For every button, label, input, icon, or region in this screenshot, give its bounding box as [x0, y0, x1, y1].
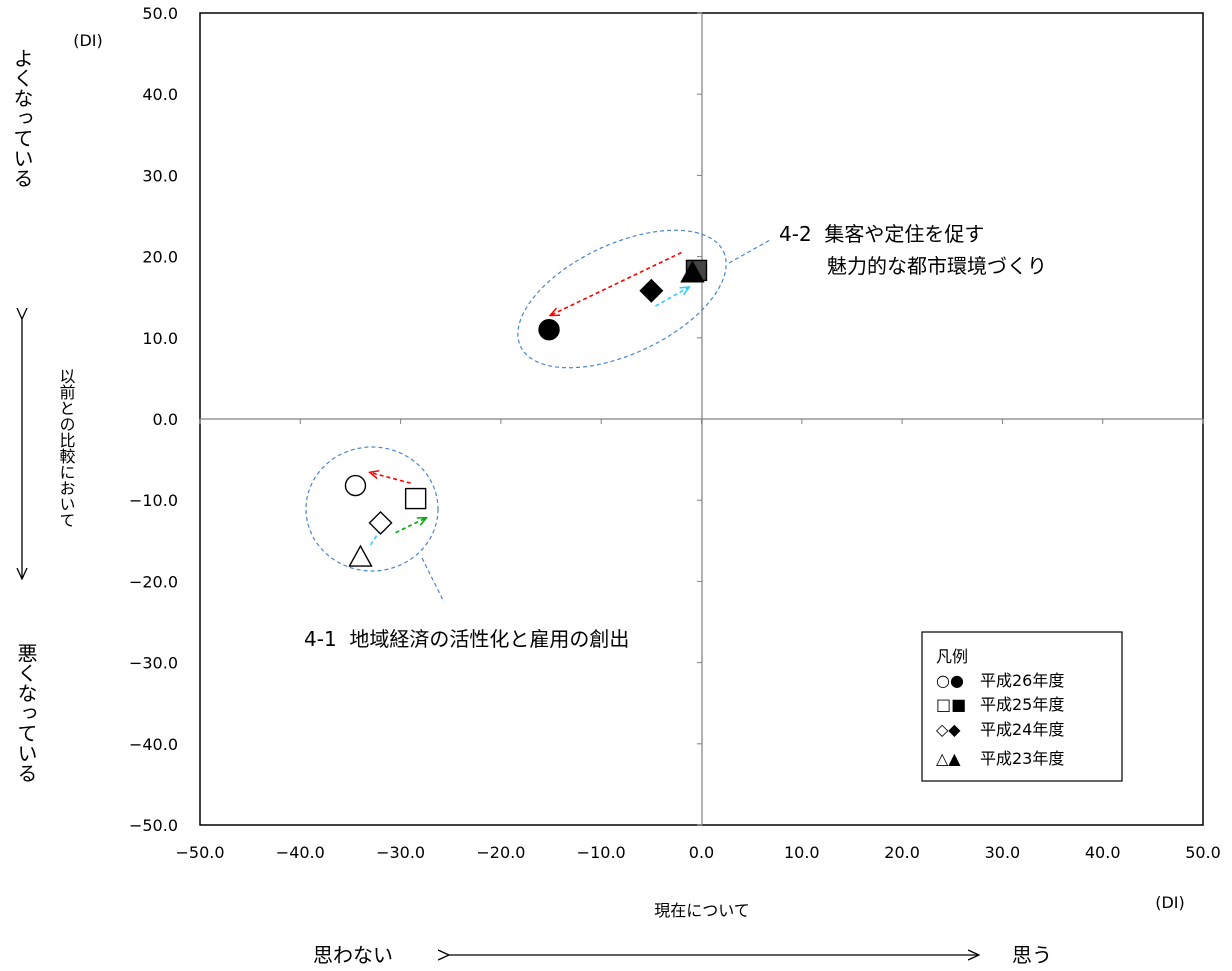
point-triangle: [680, 260, 705, 283]
legend-title: 凡例: [936, 647, 968, 666]
group-4-2-ellipse: [517, 229, 727, 369]
x-tick-label: 10.0: [784, 843, 820, 862]
group-4-1-ellipse: [305, 446, 439, 572]
y-tick-label: −10.0: [129, 491, 178, 510]
data-points: [344, 259, 708, 567]
point-circle: [538, 318, 560, 341]
y-tick-label: 50.0: [142, 4, 178, 23]
group-4-1-leader: [421, 557, 445, 603]
x-left-label: 思わない: [313, 943, 393, 967]
point-diamond: [639, 278, 664, 303]
x-tick-label: −10.0: [577, 843, 626, 862]
group-4-2-label-line2: 魅力的な都市環境づくり: [827, 254, 1047, 278]
x-tick-label: −20.0: [476, 843, 525, 862]
y-tick-label: 20.0: [142, 248, 178, 267]
y-mid-label: 以前との比較において: [57, 368, 76, 528]
legend-label-1: 平成25年度: [980, 695, 1064, 714]
legend-box: [921, 631, 1123, 782]
y-bottom-label: 悪くなっている: [14, 643, 38, 783]
point-triangle: [348, 544, 373, 567]
x-axis-label: 現在について: [654, 901, 750, 920]
x-tick-label: −40.0: [276, 843, 325, 862]
trend-arrow: [654, 287, 688, 307]
legend-symbols-3: △▲: [936, 749, 961, 768]
y-tick-label: 30.0: [142, 166, 178, 185]
trend-arrow: [395, 518, 426, 534]
x-unit-label: (DI): [1155, 893, 1185, 912]
y-tick-label: 40.0: [142, 85, 178, 104]
y-tick-label: −20.0: [129, 572, 178, 591]
legend-label-3: 平成23年度: [980, 749, 1064, 768]
x-right-label: 思う: [1012, 943, 1052, 967]
x-tick-label: 40.0: [1085, 843, 1121, 862]
trend-arrow: [371, 473, 411, 484]
legend-symbols-1: □■: [936, 695, 966, 714]
group-4-2-leader: [728, 239, 771, 264]
point-circle: [344, 474, 367, 497]
y-tick-labels: 50.0 40.0 30.0 20.0 10.0 0.0 −10.0 −20.0 −30.0 −4…: [129, 4, 178, 835]
y-ticks: [697, 12, 702, 826]
x-tick-label: 20.0: [884, 843, 920, 862]
group-4-1-label: 4-1 地域経済の活性化と雇用の創出: [304, 627, 629, 651]
y-tick-label: 0.0: [153, 410, 178, 429]
y-tick-label: −50.0: [129, 816, 178, 835]
point-square: [404, 487, 427, 510]
x-tick-label: 0.0: [689, 843, 714, 862]
y-tick-label: −30.0: [129, 654, 178, 673]
legend-label-2: 平成24年度: [980, 720, 1064, 739]
point-diamond: [368, 510, 393, 535]
x-tick-labels: −50.0 −40.0 −30.0 −20.0 −10.0 0.0 10.0 20.0 30.0…: [175, 843, 1220, 862]
legend: 凡例 ○● 平成26年度 □■ 平成25年度 ◇◆ 平成24年度 △▲ 平成23…: [921, 631, 1123, 782]
legend-symbols-2: ◇◆: [936, 720, 961, 739]
group-4-2-label-line1: 4-2 集客や定住を促す: [779, 222, 984, 246]
x-tick-label: 30.0: [985, 843, 1021, 862]
y-tick-label: −40.0: [129, 735, 178, 754]
y-unit-label: (DI): [73, 31, 103, 50]
x-tick-label: −50.0: [175, 843, 224, 862]
legend-symbols-0: ○●: [936, 671, 964, 690]
trend-arrow: [551, 251, 682, 316]
x-tick-label: 50.0: [1185, 843, 1221, 862]
y-tick-label: 10.0: [142, 329, 178, 348]
x-ticks: [199, 419, 1204, 424]
y-top-label: よくなっている: [10, 48, 34, 188]
x-tick-label: −30.0: [376, 843, 425, 862]
legend-label-0: 平成26年度: [980, 671, 1064, 690]
